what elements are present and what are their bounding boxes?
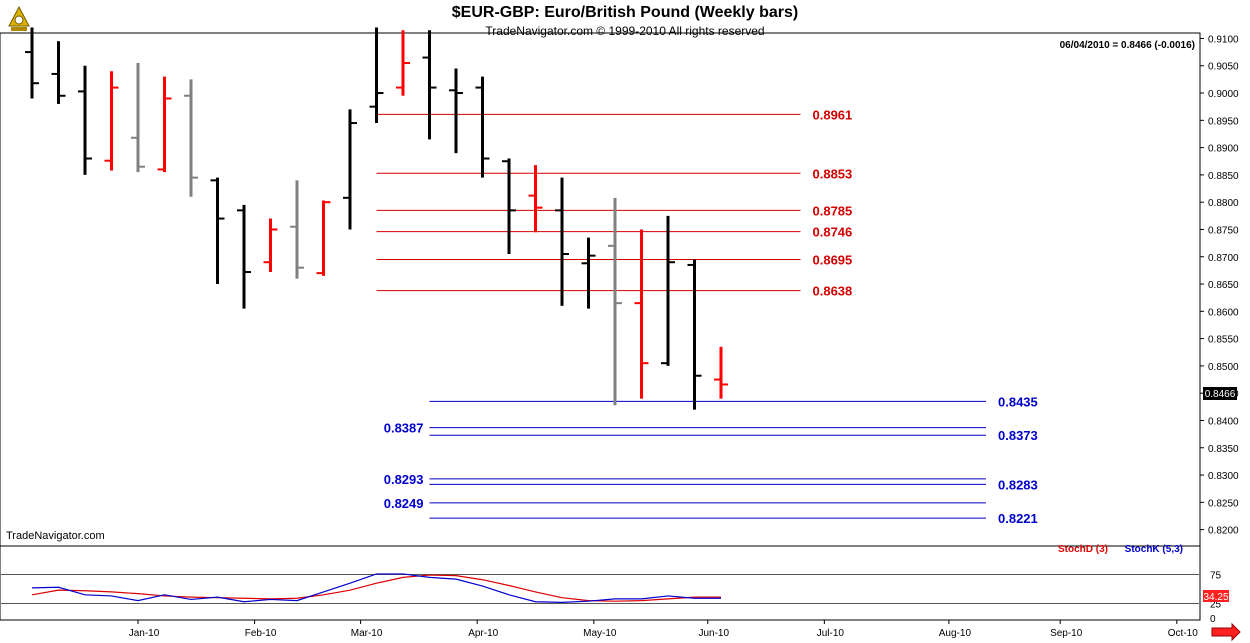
ohlc-bar bbox=[581, 237, 596, 309]
time-tick-label: Feb-10 bbox=[245, 628, 277, 639]
price-tick-label: 0.8900 bbox=[1208, 144, 1239, 155]
ohlc-bar bbox=[661, 215, 675, 366]
price-tick-label: 0.8700 bbox=[1208, 253, 1239, 264]
ohlc-bar bbox=[184, 79, 198, 197]
price-tick-label: 0.8200 bbox=[1208, 526, 1239, 537]
ohlc-bar bbox=[396, 30, 410, 96]
price-tick-label: 0.8350 bbox=[1208, 444, 1239, 455]
stochk-legend: StochK (5,3) bbox=[1125, 544, 1183, 555]
level-label-0.8785: 0.8785 bbox=[813, 203, 853, 218]
time-tick-label: Aug-10 bbox=[939, 628, 972, 639]
level-label-0.8961: 0.8961 bbox=[813, 107, 853, 122]
stochd-legend: StochD (3) bbox=[1058, 544, 1108, 555]
stoch-tick-label: 75 bbox=[1210, 571, 1222, 582]
last-price-badge bbox=[1203, 387, 1237, 400]
last-price-label: 0.8466 bbox=[1205, 389, 1236, 400]
watermark-text: TradeNavigator.com bbox=[6, 530, 105, 542]
ohlc-bar bbox=[51, 41, 66, 104]
time-tick-label: May-10 bbox=[583, 628, 617, 639]
price-tick-label: 0.9100 bbox=[1208, 34, 1239, 45]
ohlc-bar bbox=[25, 27, 39, 99]
stoch-tick-label: 0 bbox=[1210, 614, 1216, 625]
indicator-plot-frame bbox=[0, 545, 1201, 621]
price-tick-label: 0.8400 bbox=[1208, 416, 1239, 427]
ohlc-bar bbox=[343, 109, 357, 230]
time-tick-label: Mar-10 bbox=[351, 628, 383, 639]
time-tick-label: Sep-10 bbox=[1050, 628, 1083, 639]
price-axis-ticks: 0.9100 0.9050 0.9000 0.8950 0.8900 0.8850 0.88… bbox=[1200, 34, 1239, 537]
price-bars bbox=[25, 27, 728, 410]
stoch-series-stochk bbox=[31, 573, 721, 603]
price-tick-label: 0.8750 bbox=[1208, 225, 1239, 236]
copyright-text: TradeNavigator.com © 1999-2010 All right… bbox=[485, 24, 765, 38]
ohlc-bar bbox=[237, 204, 251, 309]
level-label-0.8249: 0.8249 bbox=[384, 496, 424, 511]
ohlc-bar bbox=[502, 158, 516, 255]
price-tick-label: 0.8800 bbox=[1208, 198, 1239, 209]
level-label-0.8638: 0.8638 bbox=[813, 284, 853, 299]
ohlc-bar bbox=[634, 229, 649, 399]
ohlc-bar bbox=[290, 180, 304, 279]
price-tick-label: 0.8850 bbox=[1208, 171, 1239, 182]
ohlc-bar bbox=[528, 165, 543, 233]
ohlc-bar bbox=[475, 76, 490, 178]
ohlc-bar bbox=[714, 346, 728, 399]
level-label-0.8435: 0.8435 bbox=[998, 394, 1038, 409]
chart-title: $EUR-GBP: Euro/British Pound (Weekly bar… bbox=[451, 4, 799, 21]
time-tick-label: Jan-10 bbox=[129, 628, 160, 639]
time-axis-ticks: Jan-10 Feb-10 Mar-10 Apr-10 May-10 Jun-10 Jul-… bbox=[129, 620, 1198, 639]
level-label-0.8853: 0.8853 bbox=[813, 166, 853, 181]
price-plot-frame bbox=[0, 32, 1201, 547]
ohlc-bar bbox=[449, 68, 463, 154]
stoch-last-label: 34.25 bbox=[1203, 592, 1228, 603]
level-label-0.8293: 0.8293 bbox=[384, 472, 424, 487]
ohlc-bar bbox=[131, 63, 145, 173]
time-tick-label: Jun-10 bbox=[698, 628, 729, 639]
sextant-logo-icon bbox=[8, 5, 30, 31]
stochastic-panel: 75 25 0 bbox=[1, 571, 1222, 625]
level-label-0.8746: 0.8746 bbox=[813, 225, 853, 240]
ohlc-bar bbox=[608, 197, 622, 406]
ohlc-bar bbox=[157, 76, 172, 173]
time-tick-label: Oct-10 bbox=[1168, 628, 1198, 639]
price-tick-label: 0.8300 bbox=[1208, 471, 1239, 482]
ohlc-bar bbox=[422, 30, 437, 140]
price-tick-label: 0.8650 bbox=[1208, 280, 1239, 291]
ohlc-bar bbox=[316, 200, 331, 276]
price-tick-label: 0.8550 bbox=[1208, 335, 1239, 346]
price-tick-label: 0.8950 bbox=[1208, 116, 1239, 127]
ohlc-bar bbox=[555, 177, 569, 306]
price-tick-label: 0.8600 bbox=[1208, 307, 1239, 318]
price-levels: 0.8961 0.8853 0.8785 0.8746 0.8695 0.8638 0.84… bbox=[376, 107, 1038, 526]
ohlc-bar bbox=[210, 177, 225, 285]
scroll-right-arrow-icon[interactable] bbox=[1211, 622, 1241, 642]
ohlc-bar bbox=[687, 259, 702, 410]
price-tick-label: 0.8250 bbox=[1208, 498, 1239, 509]
time-tick-label: Apr-10 bbox=[468, 628, 498, 639]
stoch-tick-label: 25 bbox=[1210, 600, 1222, 611]
ohlc-bar bbox=[263, 218, 278, 273]
price-tick-label: 0.8500 bbox=[1208, 362, 1239, 373]
quote-readout: 06/04/2010 = 0.8466 (-0.0016) bbox=[1060, 40, 1195, 51]
stoch-last-badge bbox=[1203, 590, 1229, 602]
price-tick-label: 0.9050 bbox=[1208, 62, 1239, 73]
ohlc-bar bbox=[78, 65, 92, 175]
stoch-series-stochd bbox=[31, 574, 721, 602]
time-tick-label: Jul-10 bbox=[817, 628, 845, 639]
level-label-0.8221: 0.8221 bbox=[998, 511, 1038, 526]
ohlc-bar bbox=[104, 71, 119, 171]
level-label-0.8387: 0.8387 bbox=[384, 421, 424, 436]
level-label-0.8695: 0.8695 bbox=[813, 252, 853, 267]
level-label-0.8373: 0.8373 bbox=[998, 428, 1038, 443]
price-tick-label: 0.9000 bbox=[1208, 89, 1239, 100]
level-label-0.8283: 0.8283 bbox=[998, 477, 1038, 492]
ohlc-bar bbox=[369, 27, 384, 124]
